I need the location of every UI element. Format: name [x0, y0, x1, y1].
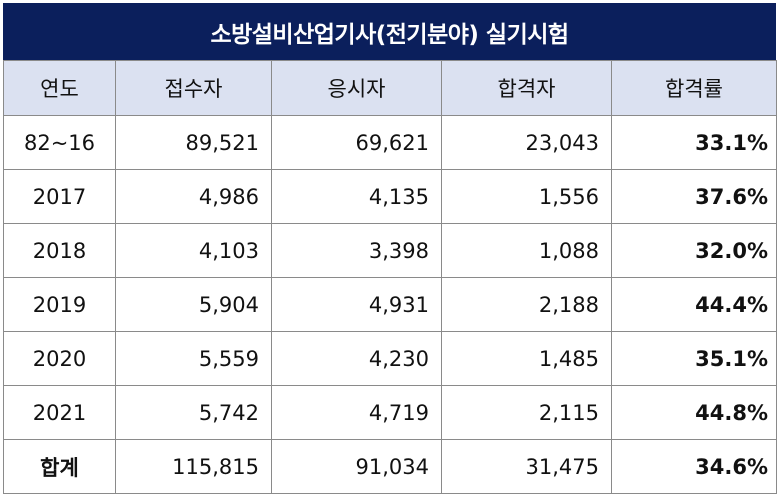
cell-year: 2021	[3, 385, 116, 440]
cell-applicants: 4,986	[115, 169, 272, 224]
cell-examinees: 4,135	[271, 169, 442, 224]
cell-pass-rate: 44.8%	[611, 385, 777, 440]
cell-applicants: 5,904	[115, 277, 272, 332]
cell-passers: 2,188	[441, 277, 612, 332]
cell-year: 2018	[3, 223, 116, 278]
cell-passers: 23,043	[441, 115, 612, 170]
cell-total-label: 합계	[3, 439, 116, 494]
cell-examinees: 3,398	[271, 223, 442, 278]
table-row: 2019 5,904 4,931 2,188 44.4%	[3, 277, 777, 332]
cell-year: 2017	[3, 169, 116, 224]
header-row: 연도 접수자 응시자 합격자 합격률	[3, 60, 777, 116]
cell-pass-rate: 44.4%	[611, 277, 777, 332]
cell-pass-rate: 37.6%	[611, 169, 777, 224]
cell-applicants: 4,103	[115, 223, 272, 278]
cell-passers: 1,088	[441, 223, 612, 278]
cell-applicants: 89,521	[115, 115, 272, 170]
header-applicants: 접수자	[115, 60, 272, 116]
cell-total-applicants: 115,815	[115, 439, 272, 494]
cell-passers: 1,485	[441, 331, 612, 386]
cell-year: 82~16	[3, 115, 116, 170]
table-title: 소방설비산업기사(전기분야) 실기시험	[3, 3, 776, 60]
cell-total-passers: 31,475	[441, 439, 612, 494]
cell-examinees: 69,621	[271, 115, 442, 170]
header-examinees: 응시자	[271, 60, 442, 116]
total-row: 합계 115,815 91,034 31,475 34.6%	[3, 439, 777, 494]
exam-stats-table-container: 소방설비산업기사(전기분야) 실기시험 연도 접수자 응시자 합격자 합격률 8…	[3, 3, 777, 494]
header-passers: 합격자	[441, 60, 612, 116]
table-row: 82~16 89,521 69,621 23,043 33.1%	[3, 115, 777, 170]
cell-pass-rate: 33.1%	[611, 115, 777, 170]
header-pass-rate: 합격률	[611, 60, 777, 116]
cell-applicants: 5,559	[115, 331, 272, 386]
cell-examinees: 4,931	[271, 277, 442, 332]
exam-stats-table: 연도 접수자 응시자 합격자 합격률 82~16 89,521 69,621 2…	[3, 60, 777, 494]
cell-examinees: 4,230	[271, 331, 442, 386]
table-row: 2021 5,742 4,719 2,115 44.8%	[3, 385, 777, 440]
cell-examinees: 4,719	[271, 385, 442, 440]
cell-passers: 2,115	[441, 385, 612, 440]
header-year: 연도	[3, 60, 116, 116]
cell-year: 2020	[3, 331, 116, 386]
cell-total-examinees: 91,034	[271, 439, 442, 494]
cell-applicants: 5,742	[115, 385, 272, 440]
table-row: 2020 5,559 4,230 1,485 35.1%	[3, 331, 777, 386]
table-row: 2018 4,103 3,398 1,088 32.0%	[3, 223, 777, 278]
cell-passers: 1,556	[441, 169, 612, 224]
cell-pass-rate: 35.1%	[611, 331, 777, 386]
cell-pass-rate: 32.0%	[611, 223, 777, 278]
cell-total-pass-rate: 34.6%	[611, 439, 777, 494]
table-row: 2017 4,986 4,135 1,556 37.6%	[3, 169, 777, 224]
cell-year: 2019	[3, 277, 116, 332]
